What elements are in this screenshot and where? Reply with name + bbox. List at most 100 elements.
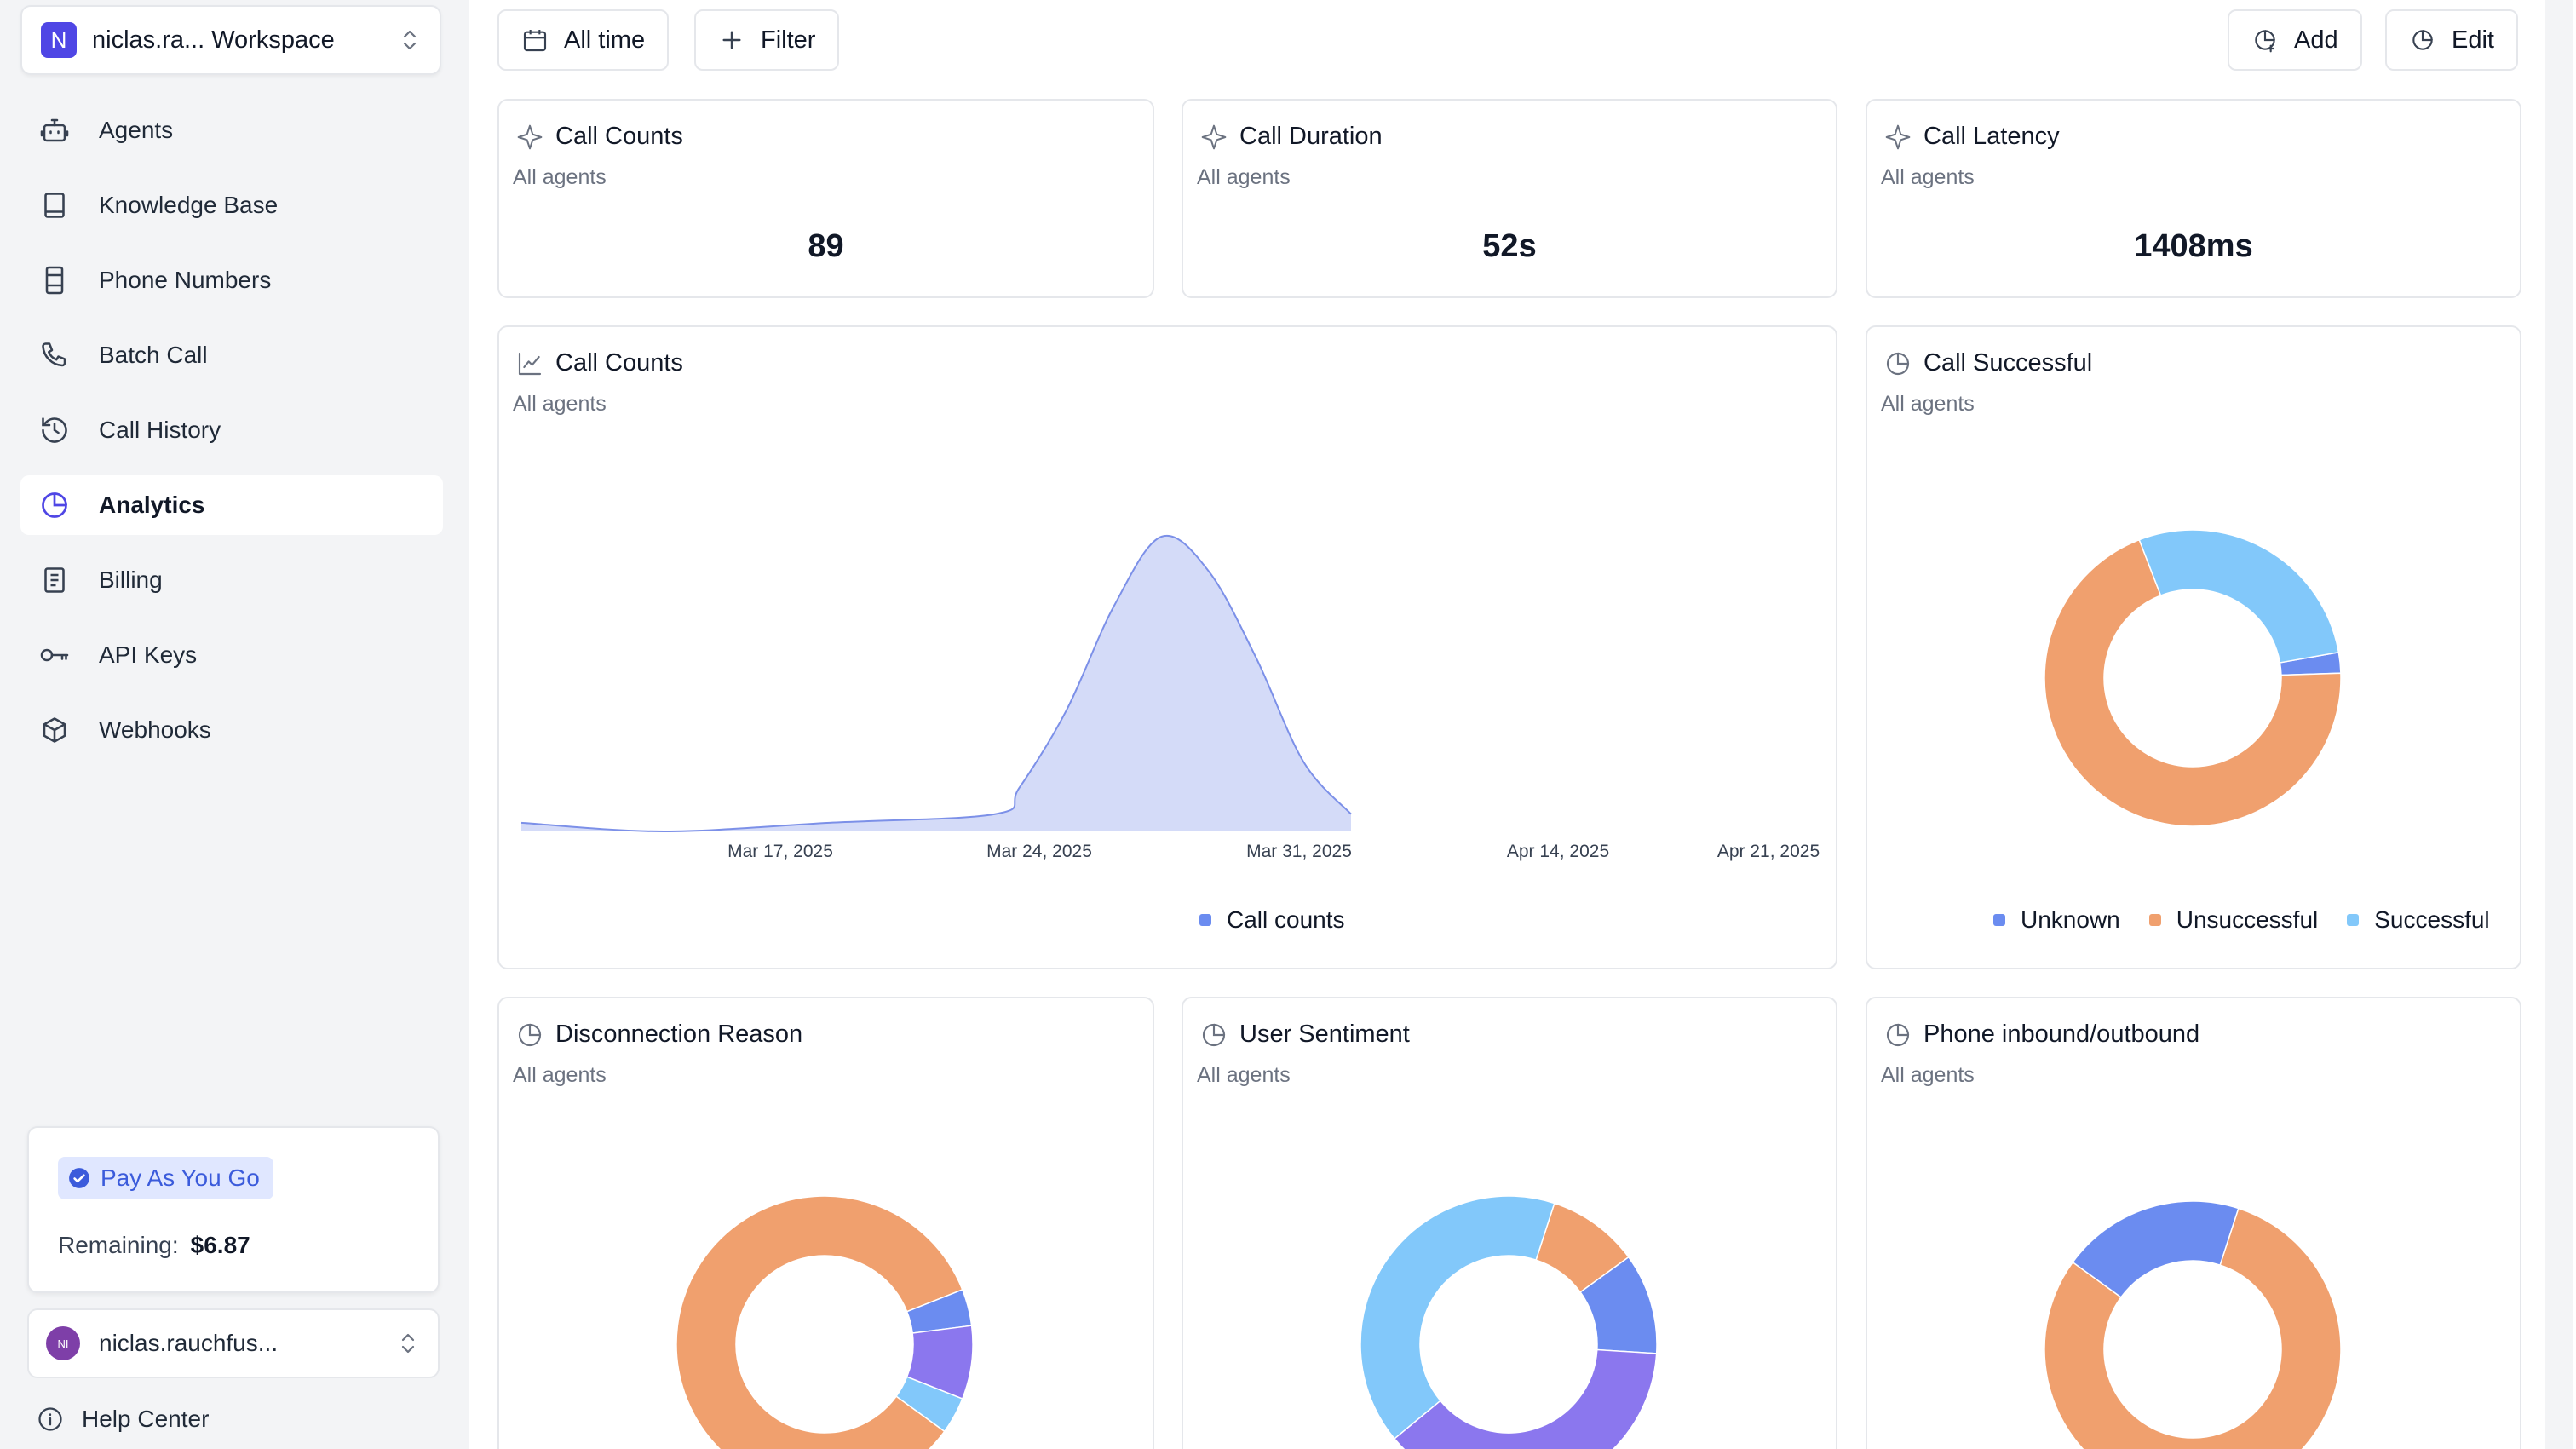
sidebar-item-label: Knowledge Base [99, 192, 279, 218]
sidebar-item-analytics[interactable]: Analytics [20, 475, 443, 535]
user-name: niclas.rauchfus... [99, 1330, 279, 1356]
sidebar-item-call-history[interactable]: Call History [20, 400, 443, 460]
x-tick-label: Apr 21, 2025 [1717, 842, 1820, 861]
add-widget-button[interactable]: Add [2228, 9, 2362, 71]
key-icon [40, 648, 69, 662]
phone-device-icon [45, 266, 64, 295]
remaining-label: Remaining: [58, 1232, 179, 1258]
card-title-text: Call Counts [555, 123, 683, 150]
chart-legend: Unknown Unsuccessful Successful [1993, 906, 2490, 934]
chart-card-phone-direction[interactable]: Phone inbound/outbound All agents [1866, 997, 2521, 1449]
card-title: Disconnection Reason [516, 1021, 802, 1049]
legend-swatch [2347, 914, 2360, 926]
disconnection-reason-donut-chart [676, 1195, 974, 1449]
legend-swatch [1993, 914, 2005, 926]
user-sentiment-slice-3[interactable] [1360, 1195, 1555, 1440]
plan-badge[interactable]: Pay As You Go [58, 1157, 273, 1199]
sidebar-item-phone-numbers[interactable]: Phone Numbers [20, 250, 443, 310]
user-switcher[interactable]: NI niclas.rauchfus... [27, 1308, 440, 1378]
line-series-call-counts [520, 534, 1352, 833]
card-subtitle: All agents [1881, 165, 1975, 189]
chart-card-call-successful[interactable]: Call Successful All agents Unknown Unsuc… [1866, 325, 2521, 969]
sidebar-item-label: Analytics [99, 492, 205, 518]
area-series-call-counts[interactable] [521, 535, 1351, 831]
disconnection-reason-slice-3[interactable] [895, 1376, 963, 1433]
call-successful-slice-1[interactable] [2044, 538, 2342, 827]
sidebar-item-billing[interactable]: Billing [20, 550, 443, 610]
sidebar-item-webhooks[interactable]: Webhooks [20, 700, 443, 760]
workspace-name: niclas.ra... Workspace [92, 26, 335, 54]
disconnection-reason-slice-0[interactable] [676, 1195, 963, 1449]
sparkle-icon [1201, 124, 1227, 149]
legend-swatch [2148, 914, 2161, 926]
help-center-link[interactable]: Help Center [37, 1406, 209, 1433]
sparkle-icon [517, 124, 543, 149]
chart-add-icon [2255, 30, 2275, 53]
card-title: Call Latency [1884, 123, 2060, 151]
pie-chart-icon [42, 492, 67, 518]
kpi-card-call-duration[interactable]: Call Duration All agents 52s [1182, 99, 1837, 298]
sidebar-item-label: Phone Numbers [99, 267, 272, 293]
legend-item-call-counts[interactable]: Call counts [1199, 906, 1345, 934]
plan-label: Pay As You Go [101, 1164, 260, 1191]
receipt-icon [44, 567, 65, 593]
kpi-card-call-latency[interactable]: Call Latency All agents 1408ms [1866, 99, 2521, 298]
sidebar-item-knowledge-base[interactable]: Knowledge Base [20, 175, 443, 235]
chart-card-call-counts[interactable]: Call Counts All agents Mar 17, 2025 Mar 2… [497, 325, 1837, 969]
card-subtitle: All agents [513, 392, 607, 416]
pie-chart-icon [1886, 352, 1910, 375]
legend-item-successful[interactable]: Successful [2347, 906, 2490, 934]
edit-dashboard-button[interactable]: Edit [2385, 9, 2518, 71]
call-successful-slice-2[interactable] [2138, 529, 2340, 664]
chevron-up-down-icon [401, 1333, 415, 1354]
kpi-card-call-counts[interactable]: Call Counts All agents 89 [497, 99, 1154, 298]
card-title: Call Duration [1200, 123, 1383, 151]
user-sentiment-slice-2[interactable] [1393, 1348, 1658, 1449]
remaining-value: $6.87 [190, 1232, 250, 1258]
card-title: Call Successful [1884, 349, 2092, 377]
card-title: User Sentiment [1200, 1021, 1410, 1049]
remaining-balance: Remaining: $6.87 [58, 1232, 250, 1259]
plus-icon [722, 31, 741, 49]
card-title-text: Call Counts [555, 349, 683, 377]
filter-button[interactable]: Filter [694, 9, 840, 71]
date-range-label: All time [564, 26, 646, 54]
phone-direction-slice-1[interactable] [2072, 1200, 2240, 1298]
card-title: Phone inbound/outbound [1884, 1021, 2199, 1049]
card-subtitle: All agents [513, 1063, 607, 1087]
page-scrollbar[interactable] [2545, 0, 2573, 1449]
workspace-switcher[interactable]: N niclas.ra... Workspace [20, 5, 441, 75]
legend-label: Unknown [2021, 906, 2120, 933]
chart-card-disconnection-reason[interactable]: Disconnection Reason All agents [497, 997, 1154, 1449]
phone-direction-slice-0[interactable] [2044, 1207, 2342, 1449]
legend-swatch [1199, 914, 1211, 926]
card-subtitle: All agents [1881, 1063, 1975, 1087]
calendar-icon [523, 30, 547, 52]
sidebar-item-agents[interactable]: Agents [20, 101, 443, 160]
pie-chart-icon [1886, 1023, 1910, 1046]
legend-label: Successful [2374, 906, 2490, 933]
line-chart-icon [518, 352, 542, 375]
card-title-text: Phone inbound/outbound [1923, 1021, 2200, 1048]
date-range-button[interactable]: All time [497, 9, 670, 71]
box-icon [43, 717, 66, 743]
sidebar-item-label: Batch Call [99, 342, 208, 368]
sidebar: N niclas.ra... Workspace Agents Knowledg… [0, 0, 469, 1449]
pie-chart-icon [1202, 1023, 1226, 1046]
x-tick-label: Mar 17, 2025 [727, 842, 833, 861]
legend-item-unsuccessful[interactable]: Unsuccessful [2148, 906, 2318, 934]
chart-edit-icon [2412, 30, 2433, 50]
card-title-text: User Sentiment [1239, 1021, 1410, 1048]
card-subtitle: All agents [513, 165, 607, 189]
sidebar-item-batch-call[interactable]: Batch Call [20, 325, 443, 385]
sidebar-item-label: Call History [99, 417, 221, 443]
chart-card-user-sentiment[interactable]: User Sentiment All agents [1182, 997, 1837, 1449]
check-circle-icon [69, 1168, 89, 1188]
card-title: Call Counts [516, 123, 683, 151]
legend-item-unknown[interactable]: Unknown [1993, 906, 2120, 934]
x-tick-label: Apr 14, 2025 [1507, 842, 1609, 861]
card-title-text: Call Duration [1239, 123, 1383, 150]
sidebar-item-label: Agents [99, 117, 174, 143]
sidebar-item-api-keys[interactable]: API Keys [20, 625, 443, 685]
card-subtitle: All agents [1197, 1063, 1291, 1087]
